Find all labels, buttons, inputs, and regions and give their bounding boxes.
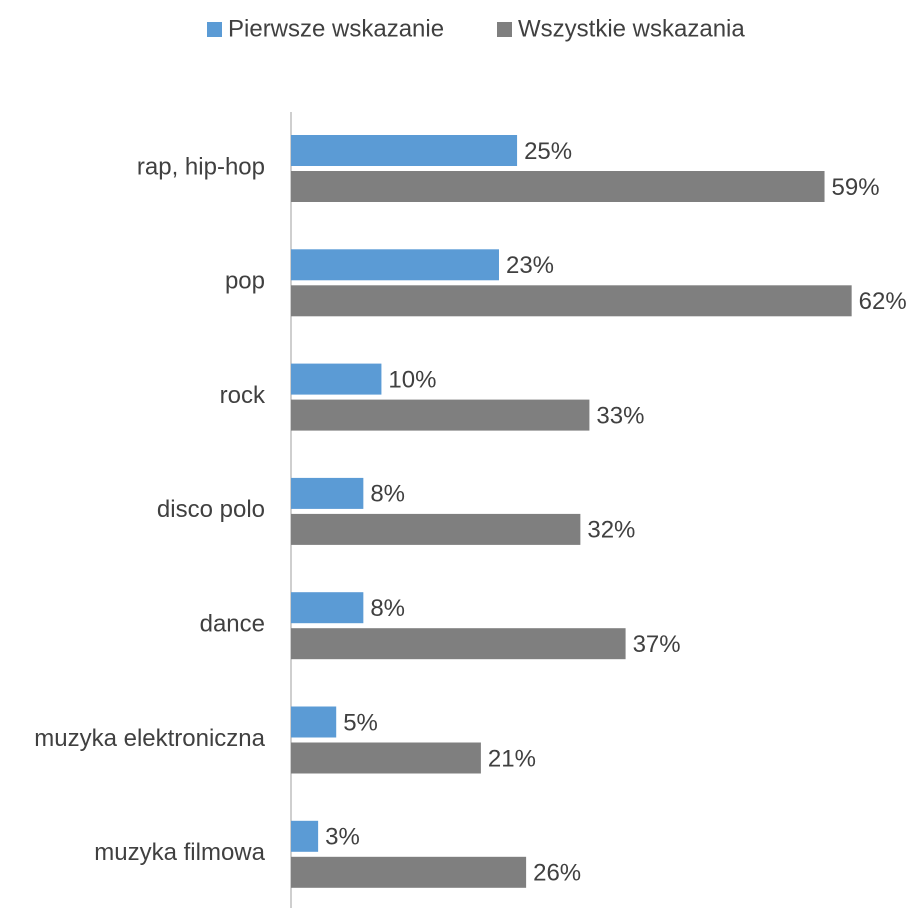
category-label: disco polo: [157, 496, 265, 523]
bar: [291, 399, 590, 431]
category-label: dance: [200, 611, 265, 638]
bar: [291, 285, 852, 317]
data-label: 8%: [370, 481, 405, 508]
bar: [291, 513, 581, 545]
data-label: 10%: [388, 366, 436, 393]
data-label: 8%: [370, 595, 405, 622]
data-label: 32%: [587, 517, 635, 544]
category-label: muzyka filmowa: [94, 839, 265, 866]
data-label: 23%: [506, 252, 554, 279]
category-label: pop: [225, 268, 265, 295]
bar: [291, 820, 319, 852]
category-label: rap, hip-hop: [137, 153, 265, 180]
bar: [291, 706, 337, 738]
category-label: muzyka elektroniczna: [34, 725, 265, 752]
bar: [291, 171, 825, 202]
data-label: 33%: [596, 402, 644, 429]
category-label: rock: [220, 382, 266, 409]
data-label: 3%: [325, 824, 360, 851]
bar: [291, 742, 481, 774]
bar: [291, 249, 499, 281]
data-label: 59%: [832, 174, 880, 201]
data-label: 25%: [524, 138, 572, 165]
legend-swatch: [497, 22, 512, 37]
data-label: 62%: [859, 288, 907, 315]
bar: [291, 628, 626, 660]
legend-label: Pierwsze wskazanie: [228, 15, 444, 42]
data-label: 26%: [533, 860, 581, 887]
bar: [291, 856, 527, 888]
bar: [291, 135, 518, 166]
data-label: 37%: [633, 631, 681, 658]
legend-swatch: [207, 22, 222, 37]
data-label: 5%: [343, 709, 378, 736]
bar: [291, 363, 382, 395]
data-label: 21%: [488, 745, 536, 772]
legend-label: Wszystkie wskazania: [518, 15, 745, 42]
bar: [291, 592, 364, 624]
bar: [291, 477, 364, 509]
